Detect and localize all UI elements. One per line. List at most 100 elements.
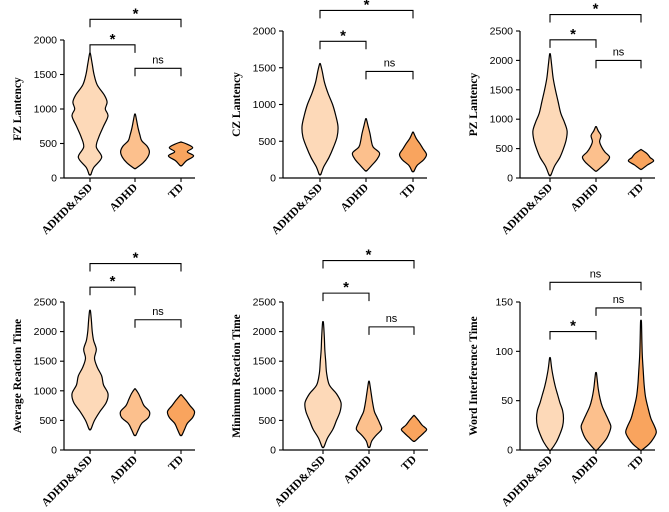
significance-bracket (134, 67, 182, 77)
y-tick-label: 500 (39, 138, 57, 150)
x-tick-label: TD (398, 182, 418, 202)
x-tick-label: ADHD&ASD (273, 454, 328, 509)
chart-panel: 0 500 1000 1500 2000 2500 PZ Lantency ADHD&ASD A… (468, 1, 655, 237)
significance-bracket (549, 281, 642, 291)
y-tick-label: 1000 (490, 114, 514, 126)
significance-label: ns (384, 57, 396, 69)
y-axis-title: Average Reaction Time (12, 319, 24, 433)
y-tick-label: 500 (258, 415, 276, 427)
significance-label: ns (386, 313, 398, 325)
violin-adhd (351, 118, 381, 172)
violin-adhd-asd (535, 356, 565, 452)
x-tick-label: ADHD&ASD (270, 182, 325, 237)
significance-bracket (549, 13, 642, 23)
y-tick-label: 500 (495, 143, 513, 155)
y-tick-label: 1000 (253, 99, 277, 111)
significance-bracket (89, 18, 182, 28)
x-tick-label: ADHD (569, 182, 601, 214)
significance-bracket (89, 44, 136, 53)
violin-adhd (581, 125, 611, 172)
significance-bracket (89, 286, 136, 296)
y-tick-label: 2500 (253, 297, 277, 309)
x-tick-label: ADHD&ASD (500, 182, 555, 237)
violin-adhd-asd (304, 321, 342, 449)
x-tick-label: TD (166, 454, 186, 474)
violin-td (167, 141, 195, 167)
significance-label: ns (613, 294, 625, 306)
violin-adhd-asd (532, 53, 568, 177)
violin-adhd (580, 371, 612, 452)
y-tick-label: 50 (501, 395, 513, 407)
significance-label: * (570, 318, 576, 335)
significance-label: * (570, 26, 576, 43)
y-tick-label: 2000 (34, 35, 58, 47)
significance-bracket (134, 319, 182, 328)
y-tick-label: 1500 (253, 356, 277, 368)
y-tick-label: 0 (270, 445, 276, 457)
significance-label: ns (590, 268, 602, 280)
y-tick-label: 2000 (34, 326, 58, 338)
significance-label: * (133, 250, 139, 267)
y-axis-title: Word Interference Time (468, 316, 480, 435)
violin-adhd (119, 113, 151, 170)
chart-panel: 0 500 1000 1500 2000 2500 Average Reaction Tim… (12, 250, 196, 509)
y-tick-label: 0 (51, 173, 57, 185)
y-tick-label: 0 (507, 173, 513, 185)
y-tick-label: 1500 (253, 62, 277, 74)
violin-adhd-asd (71, 309, 109, 431)
significance-bracket (89, 262, 182, 272)
x-tick-label: TD (399, 454, 419, 474)
violin-adhd-asd (301, 62, 339, 176)
y-tick-label: 1500 (34, 69, 58, 81)
significance-bracket (595, 59, 642, 69)
significance-label: * (340, 27, 346, 44)
chart-panel: 0 50 100 150 Word Interference Time ADHD&ASD A… (468, 268, 657, 509)
violin-td (625, 319, 657, 452)
x-tick-label: TD (166, 182, 186, 202)
significance-label: ns (152, 54, 164, 66)
y-axis-title: FZ Lantency (12, 77, 24, 141)
significance-label: * (110, 31, 116, 48)
y-tick-label: 2000 (253, 26, 277, 38)
significance-label: * (364, 0, 370, 13)
significance-label: * (133, 5, 139, 22)
y-tick-label: 1000 (34, 385, 58, 397)
y-tick-label: 2000 (490, 55, 514, 67)
y-tick-label: 1500 (490, 84, 514, 96)
x-tick-label: TD (626, 182, 646, 202)
x-tick-label: ADHD&ASD (500, 454, 555, 509)
y-tick-label: 0 (270, 173, 276, 185)
y-axis-title: Minimum Reaction Time (231, 314, 243, 438)
y-tick-label: 500 (258, 136, 276, 148)
violin-td (627, 148, 655, 171)
violin-td (166, 393, 196, 437)
y-tick-label: 100 (495, 346, 513, 358)
significance-label: ns (613, 46, 625, 58)
significance-label: * (110, 273, 116, 290)
y-tick-label: 0 (507, 445, 513, 457)
significance-bracket (368, 326, 415, 335)
significance-bracket (322, 260, 415, 269)
significance-label: * (343, 279, 349, 296)
x-tick-label: ADHD (339, 182, 371, 214)
x-tick-label: ADHD (108, 182, 140, 214)
chart-panel: 0 500 1000 1500 2000 FZ Lantency ADHD&ASD ADHD T… (12, 5, 195, 237)
y-tick-label: 1000 (34, 104, 58, 116)
significance-bracket (549, 331, 597, 340)
significance-label: * (366, 247, 372, 264)
x-tick-label: ADHD (569, 454, 601, 486)
violin-adhd (355, 380, 383, 449)
x-tick-label: ADHD (342, 454, 374, 486)
significance-bracket (549, 39, 597, 48)
x-tick-label: TD (626, 454, 646, 474)
significance-label: * (593, 1, 599, 18)
y-tick-label: 2500 (34, 297, 58, 309)
y-tick-label: 0 (51, 445, 57, 457)
x-tick-label: ADHD&ASD (40, 182, 95, 237)
x-tick-label: ADHD&ASD (40, 454, 95, 509)
y-tick-label: 2000 (253, 326, 277, 338)
y-tick-label: 1000 (253, 385, 277, 397)
significance-bracket (365, 70, 414, 80)
y-tick-label: 150 (495, 297, 513, 309)
